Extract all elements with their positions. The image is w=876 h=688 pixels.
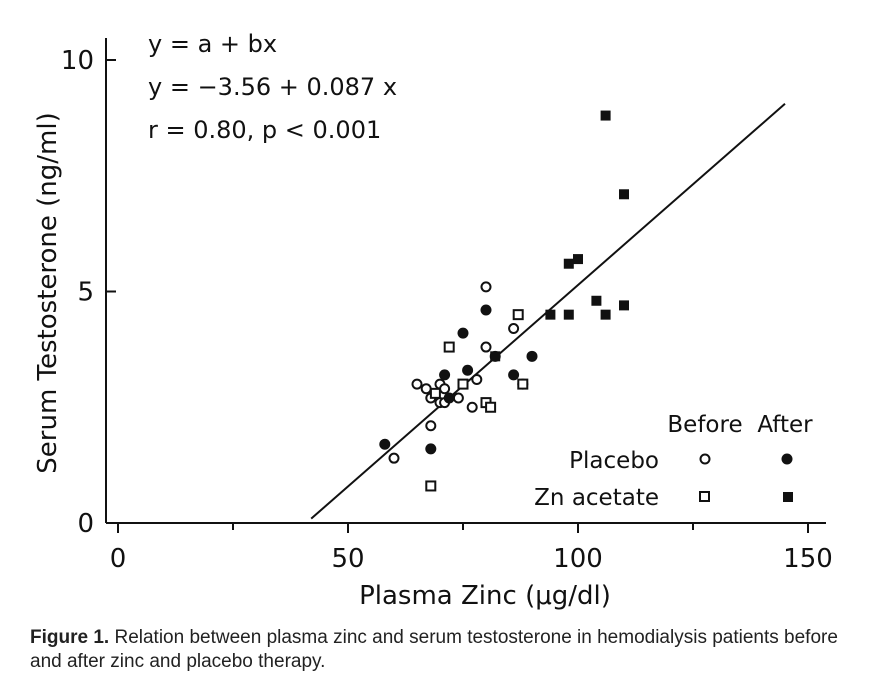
x-tick-label: 100 <box>553 544 603 574</box>
placebo-before-point <box>480 341 492 353</box>
placebo-before-point <box>466 401 478 413</box>
placebo-before-point <box>439 383 451 395</box>
zn-acetate-before-point <box>512 309 524 321</box>
placebo-after-point <box>508 369 520 381</box>
equation-general: y = a + bx <box>148 30 277 58</box>
zn-acetate-after-point <box>490 351 501 362</box>
zn-acetate-after-point <box>573 254 583 265</box>
placebo-before-point <box>471 373 483 385</box>
legend-header-after: After <box>757 412 813 438</box>
caption-label: Figure 1. <box>30 627 110 648</box>
placebo-before-point <box>420 383 432 395</box>
y-tick-label: 5 <box>77 278 94 308</box>
zn-acetate-after-point <box>619 300 629 311</box>
y-axis-label: Serum Testosterone (ng/ml) <box>33 112 63 473</box>
axes <box>105 38 826 524</box>
y-tick-label: 10 <box>61 46 94 76</box>
placebo-after-point <box>457 327 469 339</box>
legend-row-zn-acetate: Zn acetate <box>534 485 659 511</box>
scatter-chart: 0 50 100 150 0 5 10 y = a + bx y = −3.56 + 0.0… <box>33 30 833 611</box>
y-tick-label: 0 <box>77 509 94 539</box>
x-tick-label: 0 <box>110 544 127 574</box>
figure-caption: Figure 1. Relation between plasma zinc a… <box>30 626 850 674</box>
placebo-before-point <box>452 392 464 404</box>
x-tick-label: 150 <box>783 544 833 574</box>
zn-acetate-after-point <box>600 309 611 320</box>
x-tick-label: 50 <box>331 544 364 574</box>
zn-acetate-before-point <box>429 387 441 399</box>
placebo-after-point <box>443 392 455 404</box>
x-axis-label: Plasma Zinc (μg/dl) <box>359 581 611 611</box>
placebo-before-point <box>425 420 437 432</box>
zn-acetate-before-point <box>457 378 469 390</box>
zn-acetate-after-point <box>545 309 556 320</box>
legend-zn-after-marker <box>783 492 793 502</box>
legend: Before After Placebo Zn acetate <box>534 412 813 511</box>
placebo-before-point <box>388 452 400 464</box>
zn-acetate-after-point <box>619 189 629 200</box>
placebo-before-point <box>508 323 520 335</box>
placebo-before-point <box>480 281 492 293</box>
ticks: 0 50 100 150 0 5 10 <box>61 46 833 574</box>
legend-placebo-before-marker <box>699 453 711 465</box>
placebo-after-point <box>526 350 538 362</box>
zn-acetate-before-point <box>443 341 455 353</box>
legend-header-before: Before <box>667 412 742 438</box>
placebo-before-point <box>411 378 423 390</box>
zn-acetate-before-point <box>425 480 437 492</box>
correlation-stat: r = 0.80, p < 0.001 <box>148 116 381 144</box>
legend-row-placebo: Placebo <box>569 448 659 474</box>
legend-zn-before-marker <box>699 491 710 502</box>
placebo-after-point <box>379 438 391 450</box>
legend-placebo-after-marker <box>781 453 793 465</box>
placebo-after-point <box>480 304 492 316</box>
placebo-after-point <box>425 443 437 455</box>
caption-text: Relation between plasma zinc and serum t… <box>30 627 838 672</box>
placebo-after-point <box>462 364 474 376</box>
zn-acetate-before-point <box>485 401 497 413</box>
placebo-after-point <box>439 369 451 381</box>
zn-acetate-after-point <box>563 258 574 269</box>
equation-fit: y = −3.56 + 0.087 x <box>148 73 397 101</box>
zn-acetate-after-point <box>600 110 611 121</box>
zn-acetate-after-point <box>591 295 602 306</box>
zn-acetate-before-point <box>517 378 529 390</box>
zn-acetate-after-point <box>563 309 574 320</box>
data-points <box>379 110 629 492</box>
